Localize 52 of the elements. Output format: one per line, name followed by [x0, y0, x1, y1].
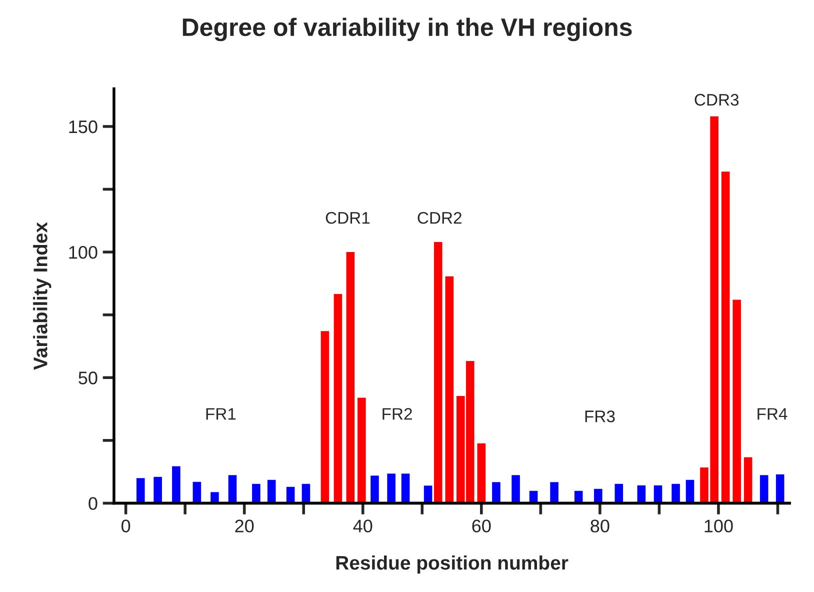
bar [760, 475, 768, 504]
bar [686, 480, 694, 504]
annotation: CDR1 [326, 212, 370, 224]
x-axis-title: Residue position number [336, 555, 568, 574]
annotation: FR1 [206, 408, 236, 420]
x-tick-label: 80 [590, 520, 610, 532]
bar [387, 474, 396, 504]
y-tick-label: 150 [69, 120, 98, 134]
bar [492, 482, 500, 504]
x-tick-label: 20 [235, 520, 254, 532]
bar [445, 276, 454, 504]
bar [302, 484, 310, 504]
annotation: CDR2 [418, 212, 462, 224]
bar [267, 480, 276, 504]
bar [401, 474, 410, 504]
bar [732, 300, 741, 504]
bar [424, 486, 432, 504]
bar [136, 478, 145, 504]
bar [477, 443, 486, 504]
x-tick-label: 40 [353, 520, 372, 532]
bar [210, 492, 219, 504]
bar [512, 475, 520, 504]
bar [172, 466, 180, 504]
bar [358, 398, 366, 504]
bar [550, 482, 558, 504]
bar [614, 484, 624, 504]
bar [434, 242, 442, 504]
bar [334, 294, 342, 504]
y-tick-label: 50 [78, 372, 98, 384]
bar [320, 331, 330, 504]
annotation: FR3 [585, 410, 615, 422]
bar [370, 476, 379, 504]
x-tick-label: 0 [122, 520, 130, 532]
bar [346, 252, 355, 504]
chart-title: Degree of variability in the VH regions [182, 18, 632, 42]
bar [721, 172, 730, 504]
annotation: CDR3 [694, 94, 739, 106]
y-tick-label: 0 [88, 497, 98, 510]
annotation: FR2 [382, 408, 412, 420]
bar [776, 474, 784, 504]
bar [228, 475, 237, 504]
annotation: FR4 [758, 408, 788, 420]
y-tick-label: 100 [69, 246, 98, 259]
bar [744, 457, 752, 504]
bar [192, 482, 202, 504]
bar [672, 484, 680, 504]
x-tick-label: 100 [704, 520, 733, 532]
bar [154, 476, 162, 504]
bar [252, 484, 260, 504]
y-axis-title: Variability Index [33, 222, 52, 370]
bar [594, 488, 602, 504]
x-tick-label: 60 [472, 520, 491, 532]
